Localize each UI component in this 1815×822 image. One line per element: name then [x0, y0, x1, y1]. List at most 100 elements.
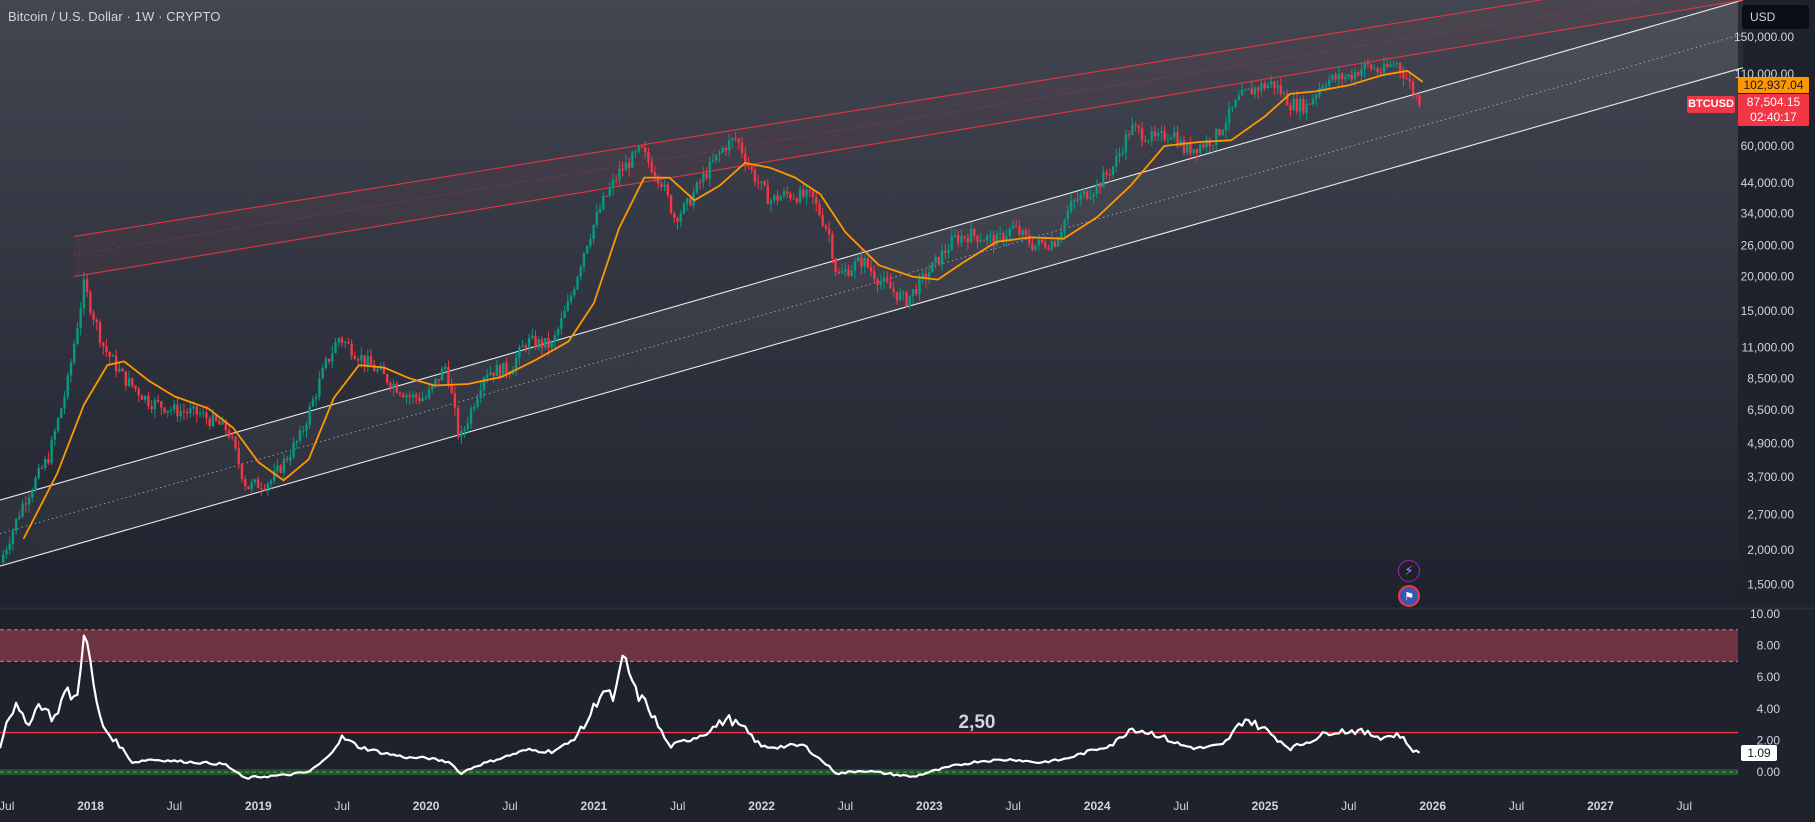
candle-body — [1079, 194, 1082, 200]
price-tick-label: 15,000.00 — [1741, 304, 1795, 318]
candle-body — [573, 289, 576, 296]
candle — [721, 145, 724, 154]
oscillator-tick-label: 2.00 — [1757, 733, 1781, 747]
candle-body — [973, 228, 976, 236]
candle-body — [1398, 62, 1402, 72]
candle-body — [389, 382, 392, 389]
candle — [708, 156, 711, 187]
chart-title: Bitcoin / U.S. Dollar · 1W · CRYPTO — [8, 9, 221, 24]
candle-body — [202, 412, 205, 414]
candle — [792, 193, 795, 200]
last-price-label: 87,504.15 02:40:17 — [1738, 94, 1809, 126]
ma-price-label: 102,937.04 — [1738, 77, 1809, 93]
candle-body — [782, 191, 786, 197]
candle — [266, 481, 269, 496]
candle-body — [289, 456, 292, 461]
us-flag-event-icon[interactable]: ⚑ — [1398, 585, 1420, 607]
candle-body — [373, 364, 376, 372]
candle — [95, 317, 98, 331]
candle-body — [915, 289, 918, 295]
candle — [1292, 92, 1295, 111]
candle — [834, 257, 837, 277]
candle-body — [153, 399, 157, 410]
candle — [1305, 99, 1308, 121]
candle-body — [611, 179, 615, 188]
candle — [905, 290, 908, 308]
candle-body — [837, 272, 841, 274]
candle — [986, 233, 989, 248]
candle-body — [1156, 133, 1160, 137]
candle-body — [953, 235, 957, 237]
candle — [414, 392, 418, 405]
candle-body — [827, 228, 831, 235]
candle-body — [492, 372, 495, 376]
time-axis-background — [0, 786, 1815, 822]
candle — [1076, 192, 1079, 203]
candle-body — [718, 152, 721, 155]
candle — [895, 291, 899, 305]
candle-body — [111, 355, 115, 357]
candle — [260, 482, 263, 496]
candle — [850, 264, 853, 277]
candle-body — [8, 543, 11, 550]
candle-body — [834, 258, 837, 273]
candle — [256, 476, 260, 489]
candle-body — [263, 488, 266, 490]
candle-body — [314, 396, 318, 400]
candle — [614, 174, 618, 185]
candle-body — [602, 195, 605, 209]
candle-body — [182, 411, 186, 413]
candle — [1192, 148, 1195, 155]
candle-body — [102, 342, 105, 347]
candle — [1315, 92, 1318, 107]
candle-body — [105, 346, 108, 352]
candle — [1205, 135, 1208, 153]
candle-body — [631, 152, 634, 169]
candle — [1350, 69, 1353, 83]
candle-body — [514, 357, 518, 370]
candle-body — [1198, 144, 1202, 154]
candle-body — [285, 458, 289, 461]
candle-body — [1024, 230, 1028, 236]
candle — [53, 427, 57, 447]
candle — [1005, 229, 1008, 247]
candle — [1108, 168, 1112, 183]
candle — [1131, 117, 1134, 136]
candle-body — [1389, 64, 1392, 67]
candle-body — [969, 228, 973, 243]
oscillator-tick-label: 0.00 — [1757, 765, 1781, 779]
candle-body — [479, 390, 482, 398]
candle — [427, 383, 431, 400]
candle-body — [598, 208, 602, 213]
candle-body — [1382, 63, 1386, 73]
oscillator-tick-label: 6.00 — [1757, 670, 1781, 684]
candle-body — [679, 213, 682, 222]
candle-body — [1021, 230, 1024, 235]
candle-body — [727, 140, 731, 151]
candle-body — [544, 338, 547, 348]
candle-body — [1111, 166, 1115, 175]
flash-event-icon[interactable]: ⚡ — [1398, 560, 1420, 582]
candle — [950, 228, 953, 251]
candle — [73, 340, 76, 365]
candle-body — [666, 184, 670, 196]
candle — [1340, 72, 1344, 88]
candle — [815, 191, 818, 212]
candle-body — [34, 477, 37, 491]
candle — [1244, 88, 1247, 92]
candle-body — [1176, 132, 1179, 147]
candle-body — [24, 503, 28, 505]
currency-selector[interactable]: USD — [1742, 5, 1809, 29]
candle-body — [927, 272, 931, 279]
candle-body — [721, 148, 724, 153]
candle — [1121, 146, 1124, 157]
candle — [1092, 192, 1095, 204]
candle — [1195, 148, 1199, 162]
candle-body — [402, 394, 405, 398]
candle-body — [798, 189, 802, 203]
candle-body — [1050, 241, 1053, 250]
candle-body — [31, 490, 34, 498]
candle-body — [179, 411, 182, 417]
candle-body — [1250, 88, 1253, 95]
